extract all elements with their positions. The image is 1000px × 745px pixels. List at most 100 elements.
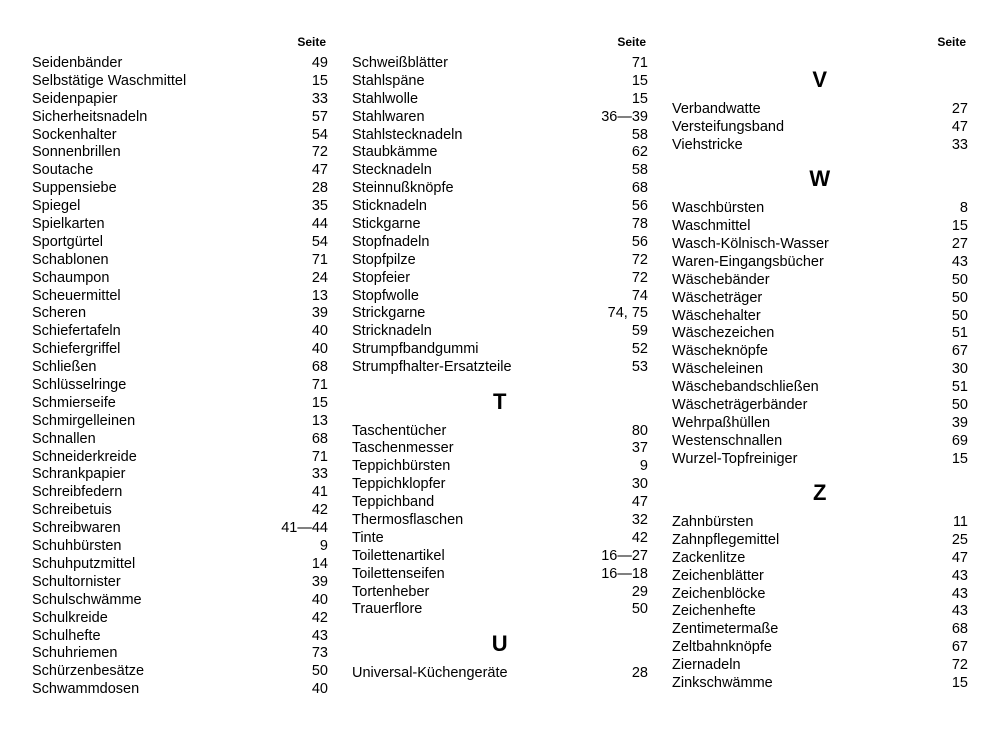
- index-entry: Schweißblätter71: [352, 55, 648, 72]
- entry-page: 43: [948, 254, 968, 271]
- entry-label: Zackenlitze: [672, 550, 745, 567]
- index-entry: Waschbürsten8: [672, 200, 968, 217]
- entry-page: 11: [948, 514, 968, 531]
- index-entry: Stecknadeln58: [352, 162, 648, 179]
- entry-label: Sonnenbrillen: [32, 144, 121, 161]
- entry-page: 24: [308, 270, 328, 287]
- entry-page: 40: [308, 681, 328, 698]
- index-entry: Seidenpapier33: [32, 91, 328, 108]
- entry-label: Thermosflaschen: [352, 512, 463, 529]
- entry-label: Zinkschwämme: [672, 675, 773, 692]
- index-entry: Universal-Küchengeräte28: [352, 665, 648, 682]
- index-entry: Trauerflore50: [352, 601, 648, 618]
- page-header-label: Seite: [352, 35, 648, 49]
- entry-page: 51: [948, 325, 968, 342]
- entry-label: Stopfnadeln: [352, 234, 429, 251]
- entry-page: 72: [628, 270, 648, 287]
- entry-label: Sticknadeln: [352, 198, 427, 215]
- index-entry: Schulkreide42: [32, 610, 328, 627]
- entry-label: Zeichenblätter: [672, 568, 764, 585]
- entry-page: 72: [308, 144, 328, 161]
- entry-page: 13: [308, 413, 328, 430]
- entry-label: Wäschebandschließen: [672, 379, 819, 396]
- entry-label: Selbstätige Waschmittel: [32, 73, 186, 90]
- index-entry: Sportgürtel54: [32, 234, 328, 251]
- entry-label: Stopfwolle: [352, 288, 419, 305]
- page-header-label: Seite: [32, 35, 328, 49]
- entry-page: 49: [308, 55, 328, 72]
- entry-page: 13: [308, 288, 328, 305]
- entry-page: 80: [628, 423, 648, 440]
- entry-page: 71: [308, 449, 328, 466]
- entry-label: Wurzel-Topfreiniger: [672, 451, 797, 468]
- column-1-content: Seidenbänder49Selbstätige Waschmittel15S…: [32, 55, 328, 699]
- entry-page: 37: [628, 440, 648, 457]
- entry-page: 58: [628, 127, 648, 144]
- index-entry: Schneiderkreide71: [32, 449, 328, 466]
- index-entry: Strumpfbandgummi52: [352, 341, 648, 358]
- index-entry: Tinte42: [352, 530, 648, 547]
- entry-page: 56: [628, 234, 648, 251]
- index-entry: Steinnußknöpfe68: [352, 180, 648, 197]
- entry-label: Wäscheträgerbänder: [672, 397, 807, 414]
- index-entry: Zeichenblätter43: [672, 568, 968, 585]
- entry-page: 71: [308, 377, 328, 394]
- entry-label: Schmirgelleinen: [32, 413, 135, 430]
- entry-label: Strumpfhalter-Ersatzteile: [352, 359, 512, 376]
- index-entry: Wäschebänder50: [672, 272, 968, 289]
- index-entry: Scheuermittel13: [32, 288, 328, 305]
- entry-label: Stecknadeln: [352, 162, 432, 179]
- entry-label: Schweißblätter: [352, 55, 448, 72]
- column-2-content: Schweißblätter71Stahlspäne15Stahlwolle15…: [352, 55, 648, 683]
- index-entry: Schaumpon24: [32, 270, 328, 287]
- entry-page: 74: [628, 288, 648, 305]
- entry-label: Schuhputzmittel: [32, 556, 135, 573]
- entry-page: 9: [308, 538, 328, 555]
- entry-page: 43: [948, 603, 968, 620]
- entry-page: 41: [308, 484, 328, 501]
- entry-label: Schnallen: [32, 431, 96, 448]
- entry-label: Wäscheträger: [672, 290, 762, 307]
- index-entry: Spiegel35: [32, 198, 328, 215]
- index-entry: Schiefergriffel40: [32, 341, 328, 358]
- index-page: Seite Seidenbänder49Selbstätige Waschmit…: [0, 0, 1000, 719]
- entry-page: 43: [308, 628, 328, 645]
- index-entry: Wäscheknöpfe67: [672, 343, 968, 360]
- entry-page: 30: [948, 361, 968, 378]
- entry-label: Schließen: [32, 359, 96, 376]
- entry-label: Taschentücher: [352, 423, 446, 440]
- index-entry: Wehrpaßhüllen39: [672, 415, 968, 432]
- index-entry: Wäscheträgerbänder50: [672, 397, 968, 414]
- entry-label: Steinnußknöpfe: [352, 180, 454, 197]
- entry-page: 15: [948, 675, 968, 692]
- entry-label: Universal-Küchengeräte: [352, 665, 508, 682]
- entry-label: Stahlspäne: [352, 73, 425, 90]
- entry-label: Schulkreide: [32, 610, 108, 627]
- index-entry: Schultornister39: [32, 574, 328, 591]
- entry-page: 67: [948, 639, 968, 656]
- index-entry: Stahlwolle15: [352, 91, 648, 108]
- entry-label: Tinte: [352, 530, 384, 547]
- index-entry: Waren-Eingangsbücher43: [672, 254, 968, 271]
- index-entry: Stahlstecknadeln58: [352, 127, 648, 144]
- index-entry: Stickgarne78: [352, 216, 648, 233]
- section-letter: T: [352, 389, 648, 415]
- entry-label: Tortenheber: [352, 584, 429, 601]
- index-entry: Schreibetuis42: [32, 502, 328, 519]
- entry-page: 47: [948, 550, 968, 567]
- column-1: Seite Seidenbänder49Selbstätige Waschmit…: [32, 35, 328, 699]
- entry-page: 68: [308, 431, 328, 448]
- section-letter: V: [672, 67, 968, 93]
- entry-label: Strickgarne: [352, 305, 425, 322]
- entry-page: 40: [308, 592, 328, 609]
- entry-label: Schulschwämme: [32, 592, 142, 609]
- index-entry: Sonnenbrillen 72: [32, 144, 328, 161]
- entry-page: 41—44: [281, 520, 328, 537]
- index-entry: Stricknadeln59: [352, 323, 648, 340]
- index-entry: Versteifungsband47: [672, 119, 968, 136]
- entry-page: 78: [628, 216, 648, 233]
- entry-label: Toilettenartikel: [352, 548, 445, 565]
- index-entry: Schuhputzmittel14: [32, 556, 328, 573]
- index-entry: Wäschehalter50: [672, 308, 968, 325]
- entry-label: Viehstricke: [672, 137, 743, 154]
